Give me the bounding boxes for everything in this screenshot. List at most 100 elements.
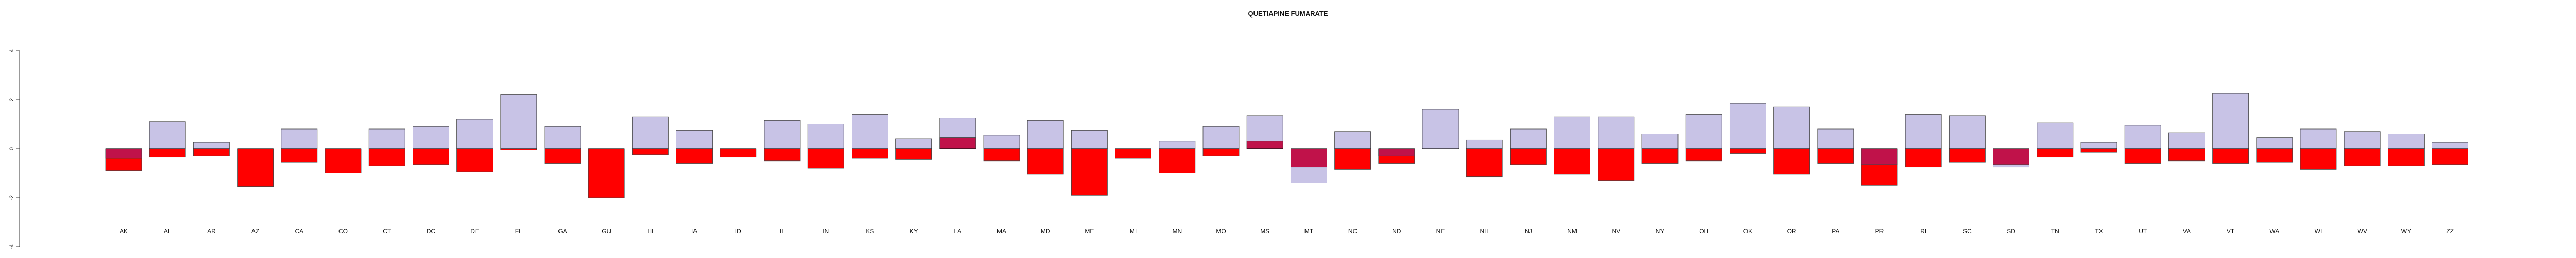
bar-series-2 xyxy=(895,148,932,160)
x-tick-label: FL xyxy=(515,228,522,235)
x-tick-label: AL xyxy=(164,228,172,235)
bar-series-2 xyxy=(2432,148,2469,165)
bar-series-2 xyxy=(1027,148,1064,175)
x-tick-label: GA xyxy=(558,228,567,235)
bar-series-1 xyxy=(456,119,493,149)
bar-series-1 xyxy=(1641,134,1679,149)
x-tick-label: OR xyxy=(1787,228,1797,235)
x-tick-label: MS xyxy=(1260,228,1269,235)
bars-group xyxy=(105,93,2469,198)
y-tick-label: -2 xyxy=(9,195,15,200)
bar-series-1 xyxy=(413,126,449,149)
x-tick-label: CO xyxy=(338,228,348,235)
x-tick-label: ND xyxy=(1392,228,1401,235)
x-tick-label: TN xyxy=(2051,228,2059,235)
bar-series-1 xyxy=(2256,137,2293,149)
x-tick-label: LA xyxy=(954,228,961,235)
bar-series-2 xyxy=(2256,148,2293,163)
bar-series-1 xyxy=(2432,142,2469,149)
x-axis-labels: AK AL AR AZ CA CO CT DC DE FL GA GU HI IA ID IL IN KS KY LA… xyxy=(120,228,2454,235)
x-tick-label: IL xyxy=(779,228,785,235)
bar-series-1 xyxy=(368,128,405,149)
bar-series-2 xyxy=(2300,148,2337,170)
bar-series-2 xyxy=(1159,148,1196,173)
bar-series-1 xyxy=(1773,106,1810,149)
y-tick-label: 0 xyxy=(9,147,15,150)
x-tick-label: OK xyxy=(1743,228,1752,235)
bar-overlap xyxy=(1290,148,1327,168)
bar-series-2 xyxy=(2212,148,2249,164)
bar-series-2 xyxy=(1510,148,1547,165)
x-tick-label: KS xyxy=(866,228,874,235)
bar-series-1 xyxy=(2344,131,2381,149)
bar-series-2 xyxy=(193,148,230,156)
bar-series-2 xyxy=(1334,148,1371,170)
bar-series-1 xyxy=(1948,115,1986,149)
bar-series-1 xyxy=(2212,93,2249,149)
y-tick-label: 2 xyxy=(9,98,15,101)
x-tick-label: PR xyxy=(1875,228,1884,235)
bar-series-1 xyxy=(676,130,713,149)
bar-series-2 xyxy=(544,148,581,164)
bar-series-2 xyxy=(852,148,888,159)
x-tick-label: ZZ xyxy=(2446,228,2454,235)
x-tick-label: DE xyxy=(470,228,479,235)
x-tick-label: NE xyxy=(1436,228,1445,235)
x-tick-label: TX xyxy=(2095,228,2103,235)
x-tick-label: NM xyxy=(1567,228,1577,235)
x-tick-label: MO xyxy=(1216,228,1226,235)
x-tick-label: NJ xyxy=(1524,228,1532,235)
x-tick-label: CT xyxy=(383,228,392,235)
y-tick-label: -4 xyxy=(9,244,15,249)
bar-series-1 xyxy=(632,116,669,149)
bar-series-2 xyxy=(1905,148,1942,168)
bar-series-1 xyxy=(1685,114,1722,149)
x-tick-label: SD xyxy=(2007,228,2015,235)
bar-series-2 xyxy=(764,148,801,162)
bar-series-2 xyxy=(1817,148,1854,164)
x-tick-label: WV xyxy=(2358,228,2367,235)
bar-series-2 xyxy=(456,148,493,172)
bar-overlap xyxy=(1246,141,1283,149)
bar-series-2 xyxy=(2168,148,2205,162)
x-tick-label: IN xyxy=(823,228,829,235)
bar-series-1 xyxy=(1334,131,1371,149)
bar-series-2 xyxy=(807,148,844,169)
x-tick-label: DC xyxy=(427,228,436,235)
x-tick-label: SC xyxy=(1963,228,1972,235)
x-tick-label: MI xyxy=(1130,228,1137,235)
x-tick-label: VT xyxy=(2227,228,2235,235)
bar-series-2 xyxy=(2344,148,2381,166)
bar-overlap xyxy=(1993,148,2030,165)
bar-series-1 xyxy=(149,121,186,149)
x-tick-label: VA xyxy=(2183,228,2191,235)
x-tick-label: WA xyxy=(2269,228,2279,235)
bar-series-1 xyxy=(983,135,1020,149)
x-tick-label: WI xyxy=(2315,228,2323,235)
x-tick-label: AR xyxy=(207,228,216,235)
x-tick-label: UT xyxy=(2139,228,2147,235)
y-axis-ticks: -4 -2 0 2 4 xyxy=(9,49,20,249)
bar-series-1 xyxy=(895,138,932,149)
x-tick-label: AK xyxy=(120,228,128,235)
x-tick-label: CA xyxy=(295,228,303,235)
bar-series-2 xyxy=(588,148,625,198)
bar-series-2 xyxy=(1466,148,1503,178)
bar-overlap xyxy=(939,137,976,149)
bar-series-2 xyxy=(368,148,405,166)
bar-series-1 xyxy=(1729,103,1766,149)
bar-series-1 xyxy=(2168,132,2205,149)
bar-series-2 xyxy=(2080,148,2117,153)
bar-series-2 xyxy=(676,148,713,164)
x-tick-label: NH xyxy=(1480,228,1489,235)
bar-series-2 xyxy=(281,148,318,163)
x-tick-label: ME xyxy=(1084,228,1094,235)
bar-series-1 xyxy=(1202,126,1240,149)
bar-series-2 xyxy=(1773,148,1810,175)
bar-series-2 xyxy=(720,148,757,158)
bar-series-2 xyxy=(149,148,186,158)
bar-series-1 xyxy=(2124,125,2161,149)
bar-series-1 xyxy=(2300,128,2337,149)
